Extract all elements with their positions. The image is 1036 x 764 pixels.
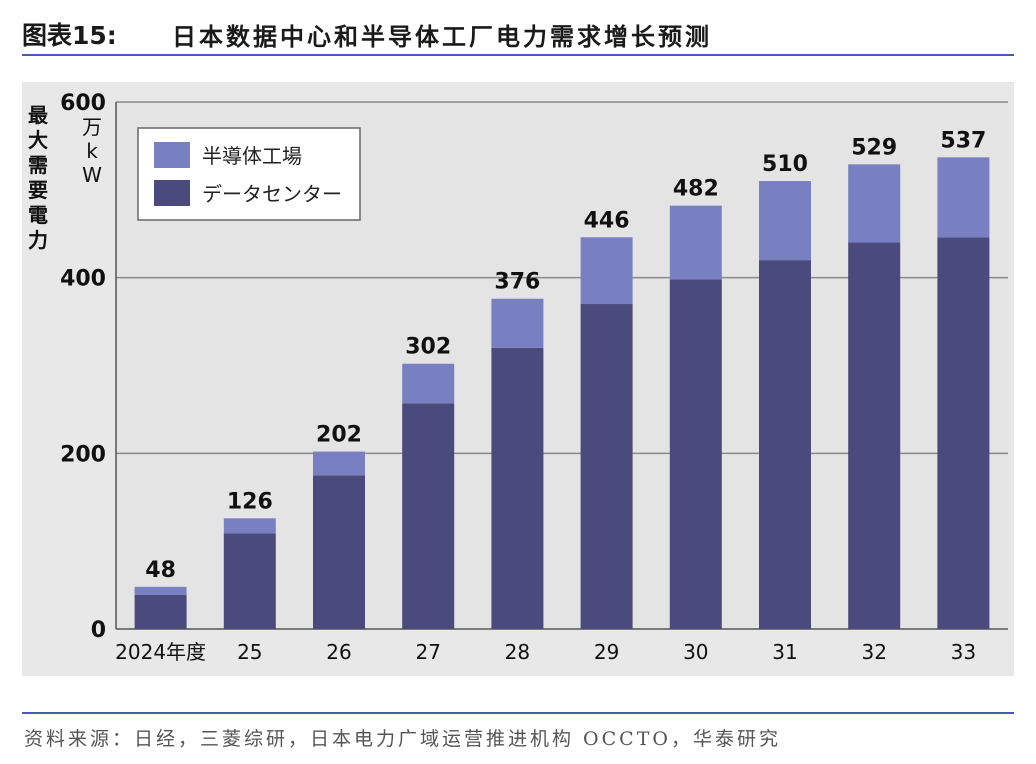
bar-segment-semiconductor [134, 586, 187, 595]
y-axis-title-char: 力 [28, 228, 48, 252]
bar-segment-datacenter [669, 279, 722, 629]
bar-segment-datacenter [402, 403, 455, 629]
y-axis-unit-char: k [86, 139, 98, 163]
total-data-label: 510 [762, 152, 808, 177]
x-tick-label: 29 [594, 640, 619, 664]
y-axis-title-char: 電 [28, 203, 48, 227]
bar-segment-datacenter [848, 242, 901, 630]
total-data-label: 529 [851, 135, 897, 160]
total-data-label: 537 [940, 128, 986, 153]
figure-label: 图表15: [22, 21, 117, 50]
y-tick-label: 600 [60, 91, 106, 116]
legend-swatch [154, 180, 190, 206]
figure-title: 日本数据中心和半导体工厂电力需求增长预测 [172, 22, 712, 51]
chart-panel: 0 200 400 600 最大需要電力万 k W 48 2024年度 126 25 202 26 302… [22, 82, 1014, 676]
stacked-bar-chart: 0200400600最大需要電力万kW482024年度1262520226302… [28, 91, 1008, 664]
x-tick-label: 26 [326, 640, 351, 664]
total-data-label: 202 [316, 423, 362, 448]
bar-segment-semiconductor [402, 363, 455, 404]
source-text: 资料来源：日经，三菱综研，日本电力广域运营推进机构 OCCTO，华泰研究 [24, 728, 781, 750]
y-tick-label: 200 [60, 442, 106, 467]
legend-box [137, 127, 361, 221]
x-tick-label: 25 [237, 640, 262, 664]
bar-segment-datacenter [580, 304, 633, 629]
source-note: 资料来源：日经，三菱综研，日本电力广域运营推进机构 OCCTO，华泰研究 [22, 712, 1014, 754]
bar-segment-semiconductor [937, 157, 990, 238]
bar-segment-datacenter [134, 594, 187, 629]
x-tick-label: 31 [772, 640, 797, 664]
total-data-label: 48 [145, 558, 176, 583]
x-tick-label: 2024年度 [115, 640, 206, 664]
total-data-label: 302 [405, 335, 451, 360]
x-tick-label: 28 [505, 640, 530, 664]
bar-segment-semiconductor [491, 298, 544, 348]
bar-segment-semiconductor [848, 164, 901, 243]
total-data-label: 126 [227, 489, 273, 514]
y-axis-title-char: 最 [28, 103, 49, 127]
x-tick-label: 33 [951, 640, 976, 664]
bar-segment-datacenter [759, 260, 811, 629]
bar-segment-datacenter [313, 475, 365, 629]
y-axis-title-char: 要 [28, 178, 48, 202]
total-data-label: 482 [673, 177, 719, 202]
bar-segment-datacenter [491, 347, 544, 629]
bar-segment-semiconductor [580, 237, 633, 305]
y-axis-title-char: 大 [28, 128, 48, 152]
x-tick-label: 32 [861, 640, 886, 664]
y-tick-label: 400 [60, 267, 106, 292]
legend-swatch [154, 142, 190, 168]
bar-segment-semiconductor [759, 181, 811, 261]
bar-segment-semiconductor [313, 451, 365, 476]
x-tick-label: 27 [415, 640, 440, 664]
bar-segment-datacenter [223, 533, 276, 629]
figure-header: 图表15: 日本数据中心和半导体工厂电力需求增长预测 [22, 10, 1014, 56]
total-data-label: 376 [494, 270, 540, 295]
y-axis-unit-char: W [82, 163, 102, 187]
legend-label: 半導体工場 [202, 144, 302, 168]
bar-segment-semiconductor [669, 205, 722, 280]
total-data-label: 446 [584, 208, 630, 233]
bar-segment-datacenter [937, 237, 990, 629]
y-axis-title-char: 需 [28, 153, 48, 177]
x-tick-label: 30 [683, 640, 708, 664]
bar-segment-semiconductor [223, 518, 276, 534]
y-tick-label: 0 [91, 618, 106, 643]
y-axis-unit-char: 万 [82, 115, 102, 139]
legend-label: データセンター [202, 182, 342, 206]
